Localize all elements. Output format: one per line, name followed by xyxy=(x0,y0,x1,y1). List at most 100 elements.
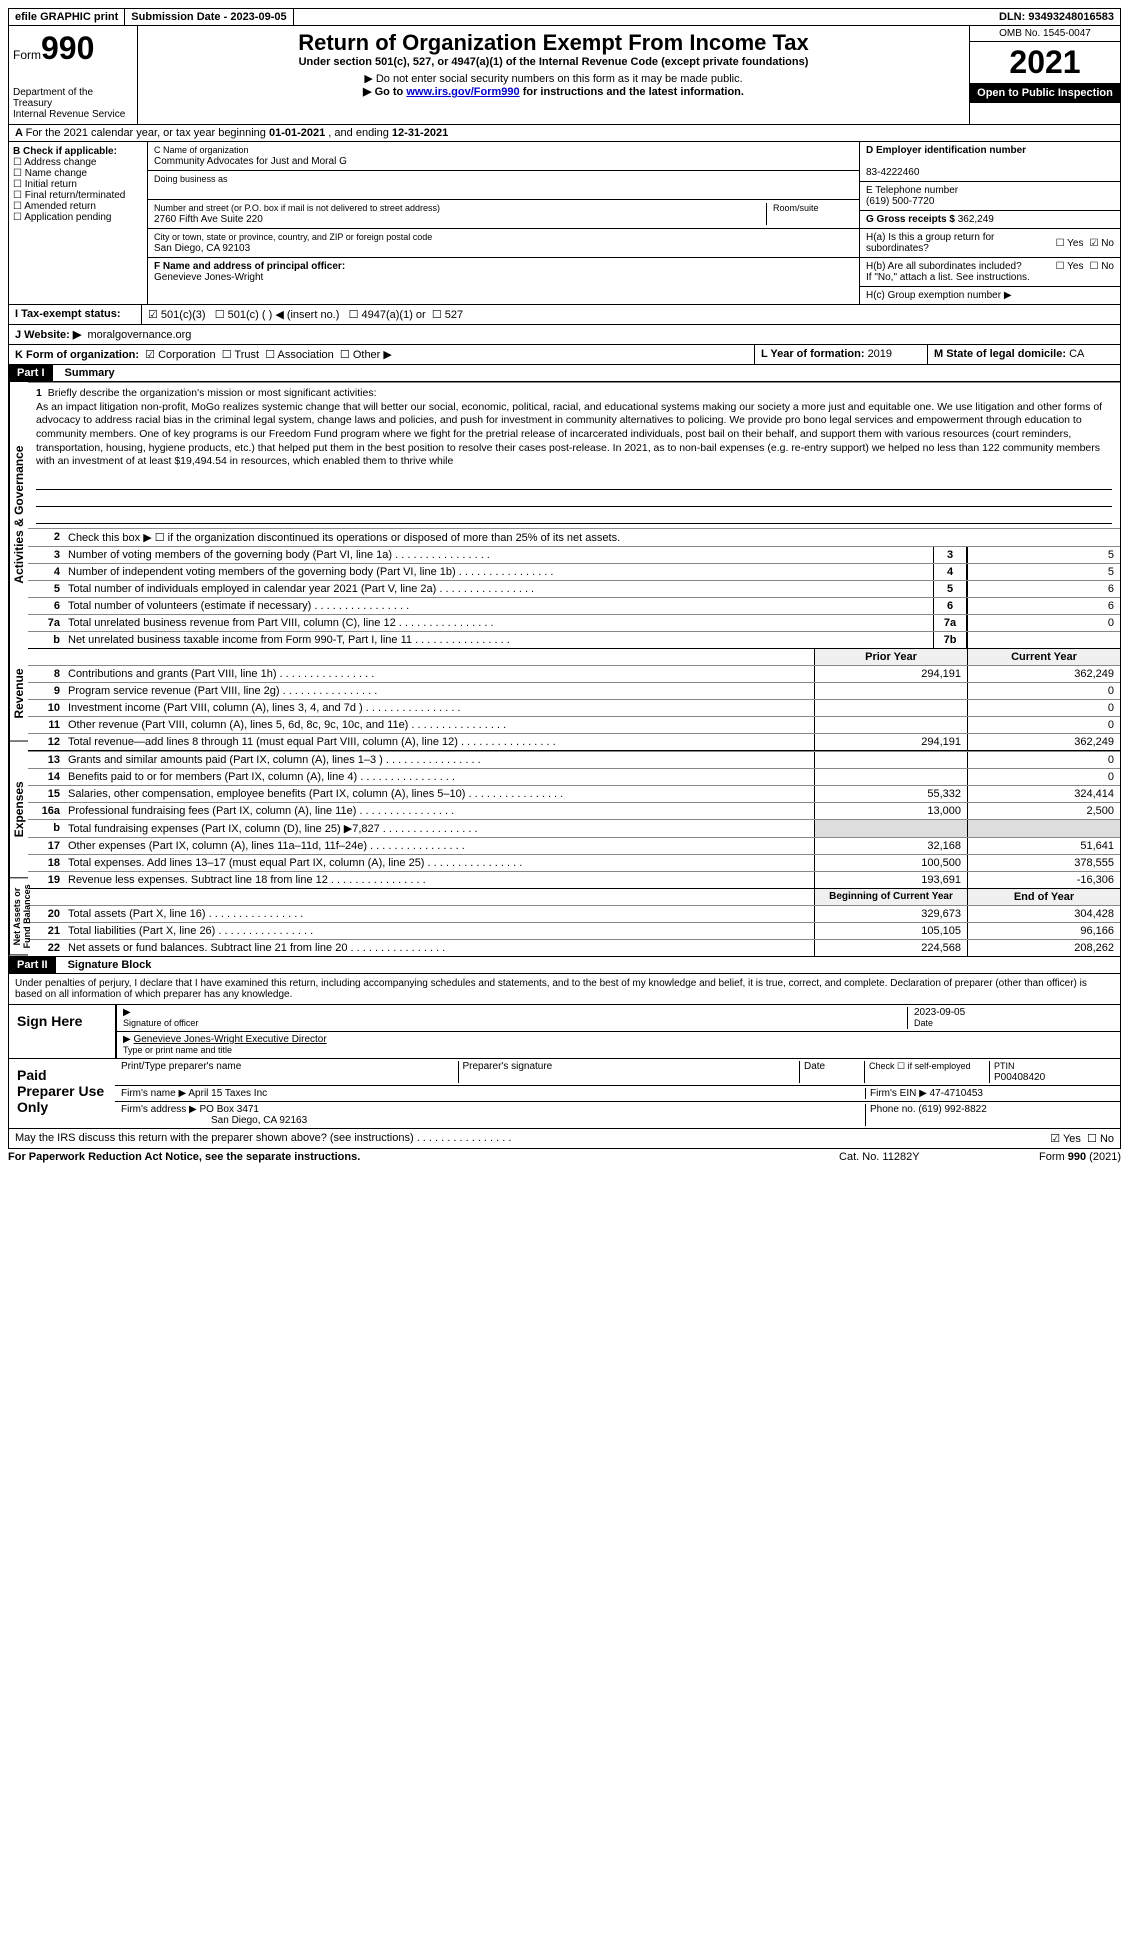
line-12: 12 Total revenue—add lines 8 through 11 … xyxy=(28,733,1120,750)
dln: DLN: 93493248016583 xyxy=(993,9,1120,25)
addr-cell: Number and street (or P.O. box if mail i… xyxy=(148,200,859,229)
dept-label: Department of the Treasury Internal Reve… xyxy=(13,87,133,120)
omb-number: OMB No. 1545-0047 xyxy=(970,26,1120,42)
line-b: b Total fundraising expenses (Part IX, c… xyxy=(28,819,1120,837)
principal-officer: Genevieve Jones-Wright xyxy=(154,272,263,283)
row-i: I Tax-exempt status: 501(c)(3) 501(c) ( … xyxy=(8,305,1121,325)
vlabel-net: Net Assets or Fund Balances xyxy=(9,878,28,955)
paid-preparer-label: Paid Preparer Use Only xyxy=(9,1059,115,1128)
ha-cell: H(a) Is this a group return for subordin… xyxy=(860,229,1120,258)
org-assoc[interactable]: Association xyxy=(265,349,334,361)
header-right: OMB No. 1545-0047 2021 Open to Public In… xyxy=(969,26,1120,124)
sign-here-label: Sign Here xyxy=(9,1005,115,1058)
line-8: 8 Contributions and grants (Part VIII, l… xyxy=(28,665,1120,682)
form-number: 990 xyxy=(41,30,94,66)
part2-header: Part II Signature Block xyxy=(8,957,1121,974)
footer-left: For Paperwork Reduction Act Notice, see … xyxy=(8,1151,839,1163)
chk-name[interactable]: Name change xyxy=(13,168,87,179)
subtitle: Under section 501(c), 527, or 4947(a)(1)… xyxy=(142,56,965,68)
ein: 83-4222460 xyxy=(866,167,919,178)
status-527[interactable]: 527 xyxy=(432,309,463,321)
city-state-zip: San Diego, CA 92103 xyxy=(154,243,250,254)
website: moralgovernance.org xyxy=(87,329,191,341)
note2: ▶ Go to www.irs.gov/Form990 for instruct… xyxy=(142,85,965,98)
vlabel-exp: Expenses xyxy=(9,741,28,878)
col-c: C Name of organization Community Advocat… xyxy=(148,142,859,304)
telephone: (619) 500-7720 xyxy=(866,196,934,207)
line-14: 14 Benefits paid to or for members (Part… xyxy=(28,768,1120,785)
col-b: B Check if applicable: Address change Na… xyxy=(9,142,148,304)
line-15: 15 Salaries, other compensation, employe… xyxy=(28,785,1120,802)
firm-name: April 15 Taxes Inc xyxy=(188,1088,267,1099)
blank-line xyxy=(36,494,1112,507)
efile-label: efile GRAPHIC print xyxy=(9,9,125,25)
status-4947[interactable]: 4947(a)(1) or xyxy=(349,309,426,321)
gross-receipts: 362,249 xyxy=(958,214,994,225)
line-5: 5 Total number of individuals employed i… xyxy=(28,580,1120,597)
top-bar: efile GRAPHIC print Submission Date - 20… xyxy=(8,8,1121,26)
line-19: 19 Revenue less expenses. Subtract line … xyxy=(28,871,1120,888)
hb-cell: H(b) Are all subordinates included? Yes … xyxy=(860,258,1120,287)
chk-final[interactable]: Final return/terminated xyxy=(13,190,125,201)
year-header: Prior Year Current Year xyxy=(28,648,1120,665)
line-16a: 16a Professional fundraising fees (Part … xyxy=(28,802,1120,819)
note1: ▶ Do not enter social security numbers o… xyxy=(142,72,965,85)
ha-no[interactable]: No xyxy=(1089,238,1114,249)
section-bcd: B Check if applicable: Address change Na… xyxy=(8,142,1121,305)
ha-yes[interactable]: Yes xyxy=(1056,238,1084,249)
phone-cell: E Telephone number (619) 500-7720 xyxy=(860,182,1120,211)
line-6: 6 Total number of volunteers (estimate i… xyxy=(28,597,1120,614)
net-header: Beginning of Current Year End of Year xyxy=(28,888,1120,905)
footer-right: Form 990 (2021) xyxy=(1039,1151,1121,1163)
sign-here-block: Sign Here Signature of officer 2023-09-0… xyxy=(8,1005,1121,1059)
perjury-statement: Under penalties of perjury, I declare th… xyxy=(8,974,1121,1005)
hb-no[interactable]: No xyxy=(1089,261,1114,272)
line-18: 18 Total expenses. Add lines 13–17 (must… xyxy=(28,854,1120,871)
chk-initial[interactable]: Initial return xyxy=(13,179,77,190)
org-name: Community Advocates for Just and Moral G xyxy=(154,156,347,167)
ptin: P00408420 xyxy=(994,1072,1045,1083)
irs-link[interactable]: www.irs.gov/Form990 xyxy=(406,86,519,98)
year-formation: 2019 xyxy=(868,348,892,360)
col-d: D Employer identification number 83-4222… xyxy=(859,142,1120,304)
chk-pending[interactable]: Application pending xyxy=(13,212,112,223)
status-501c3[interactable]: 501(c)(3) xyxy=(148,309,206,321)
org-other[interactable]: Other ▶ xyxy=(340,349,392,361)
row-k: K Form of organization: Corporation Trus… xyxy=(8,345,1121,365)
state-domicile: CA xyxy=(1069,348,1084,360)
paid-preparer-block: Paid Preparer Use Only Print/Type prepar… xyxy=(8,1059,1121,1129)
line-11: 11 Other revenue (Part VIII, column (A),… xyxy=(28,716,1120,733)
header-mid: Return of Organization Exempt From Incom… xyxy=(138,26,969,124)
footer-mid: Cat. No. 11282Y xyxy=(839,1151,1039,1163)
firm-address: PO Box 3471 xyxy=(200,1104,259,1115)
vlabel-rev: Revenue xyxy=(9,647,28,742)
status-501c[interactable]: 501(c) ( ) ◀ (insert no.) xyxy=(215,309,340,321)
city-cell: City or town, state or province, country… xyxy=(148,229,859,258)
mission-text: As an impact litigation non-profit, MoGo… xyxy=(36,401,1102,468)
gross-cell: G Gross receipts $ 362,249 xyxy=(860,211,1120,229)
ein-cell: D Employer identification number 83-4222… xyxy=(860,142,1120,182)
dba-cell: Doing business as xyxy=(148,171,859,200)
row-j: J Website: ▶ moralgovernance.org xyxy=(8,325,1121,345)
blank-line xyxy=(36,511,1112,524)
form-title: Return of Organization Exempt From Incom… xyxy=(142,30,965,56)
firm-ein: 47-4710453 xyxy=(930,1088,983,1099)
discuss-no[interactable]: No xyxy=(1087,1133,1114,1145)
sig-date: 2023-09-05 xyxy=(914,1007,965,1018)
open-inspection: Open to Public Inspection xyxy=(970,83,1120,103)
line-13: 13 Grants and similar amounts paid (Part… xyxy=(28,751,1120,768)
hb-yes[interactable]: Yes xyxy=(1056,261,1084,272)
line-b: b Net unrelated business taxable income … xyxy=(28,631,1120,648)
line-3: 3 Number of voting members of the govern… xyxy=(28,546,1120,563)
firm-city: San Diego, CA 92163 xyxy=(121,1115,307,1126)
line-2: 2Check this box ▶ ☐ if the organization … xyxy=(28,528,1120,546)
part1-header: Part I Summary xyxy=(8,365,1121,382)
tax-year: 2021 xyxy=(970,42,1120,83)
chk-address[interactable]: Address change xyxy=(13,157,96,168)
org-trust[interactable]: Trust xyxy=(222,349,259,361)
discuss-yes[interactable]: Yes xyxy=(1050,1133,1081,1145)
line-22: 22 Net assets or fund balances. Subtract… xyxy=(28,939,1120,956)
org-corp[interactable]: Corporation xyxy=(145,349,215,361)
line-4: 4 Number of independent voting members o… xyxy=(28,563,1120,580)
chk-amended[interactable]: Amended return xyxy=(13,201,96,212)
